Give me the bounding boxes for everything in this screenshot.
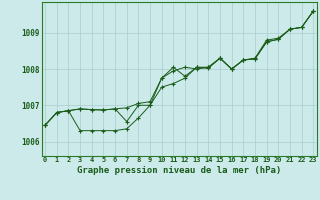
- X-axis label: Graphe pression niveau de la mer (hPa): Graphe pression niveau de la mer (hPa): [77, 166, 281, 175]
